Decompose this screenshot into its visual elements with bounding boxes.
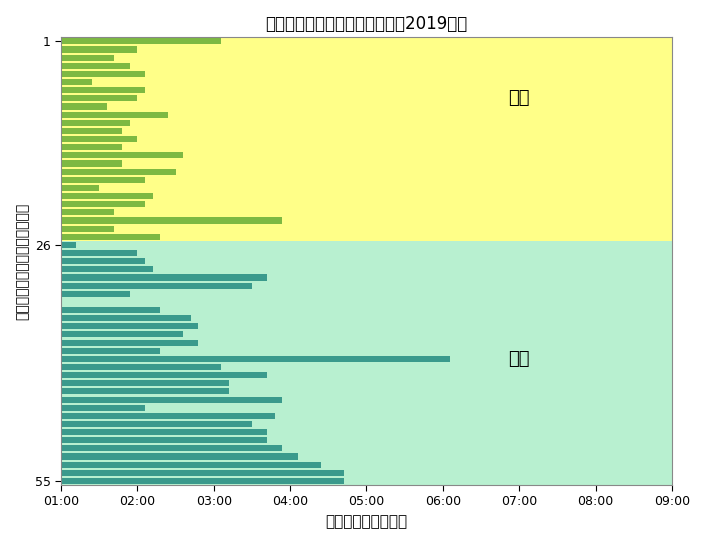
Bar bbox=[0, 54, 114, 61]
Bar bbox=[0, 79, 92, 85]
Bar bbox=[0, 266, 152, 273]
Title: 歌唱順とパフォーマンス時間（2019年）: 歌唱順とパフォーマンス時間（2019年） bbox=[265, 15, 467, 33]
Bar bbox=[0, 234, 160, 240]
Bar bbox=[0, 218, 283, 224]
Bar bbox=[0, 478, 343, 484]
Bar bbox=[0, 356, 450, 362]
Bar bbox=[0, 193, 152, 199]
Bar bbox=[0, 112, 168, 118]
Bar bbox=[0, 454, 298, 460]
Bar bbox=[0, 95, 137, 101]
Bar bbox=[0, 462, 321, 468]
Bar bbox=[61, 38, 672, 241]
Bar bbox=[0, 242, 76, 248]
Bar bbox=[0, 177, 145, 183]
Bar bbox=[0, 185, 99, 191]
Bar bbox=[0, 274, 267, 281]
Bar bbox=[0, 136, 137, 142]
Bar bbox=[0, 397, 283, 403]
Bar bbox=[0, 307, 160, 313]
X-axis label: パフォーマンス時間: パフォーマンス時間 bbox=[326, 514, 407, 529]
Bar bbox=[0, 364, 221, 370]
Bar bbox=[0, 128, 122, 134]
Bar bbox=[0, 446, 283, 452]
Bar bbox=[0, 339, 198, 345]
Bar bbox=[0, 87, 145, 93]
Bar bbox=[61, 241, 672, 485]
Bar bbox=[0, 388, 229, 394]
Bar bbox=[0, 421, 252, 427]
Bar bbox=[0, 152, 183, 158]
Bar bbox=[0, 209, 114, 215]
Bar bbox=[0, 169, 176, 175]
Bar bbox=[0, 429, 267, 435]
Bar bbox=[0, 323, 198, 329]
Bar bbox=[0, 413, 275, 419]
Bar bbox=[0, 290, 130, 297]
Bar bbox=[0, 437, 267, 443]
Y-axis label: 登場順（上がトップバッター）: 登場順（上がトップバッター） bbox=[15, 202, 29, 320]
Bar bbox=[0, 71, 145, 77]
Bar bbox=[0, 226, 114, 232]
Bar bbox=[0, 38, 221, 45]
Bar bbox=[0, 250, 137, 256]
Bar bbox=[0, 348, 160, 354]
Bar bbox=[0, 46, 137, 53]
Bar bbox=[0, 405, 145, 411]
Bar bbox=[0, 380, 229, 386]
Text: 前半: 前半 bbox=[508, 89, 530, 107]
Bar bbox=[0, 144, 122, 150]
Bar bbox=[0, 120, 130, 126]
Bar bbox=[0, 470, 343, 476]
Text: 後半: 後半 bbox=[508, 350, 530, 368]
Bar bbox=[0, 63, 130, 69]
Bar bbox=[0, 315, 191, 321]
Bar bbox=[0, 103, 106, 109]
Bar bbox=[0, 160, 122, 166]
Bar bbox=[0, 299, 61, 305]
Bar bbox=[0, 331, 183, 337]
Bar bbox=[0, 372, 267, 378]
Bar bbox=[0, 258, 145, 264]
Bar bbox=[0, 282, 252, 289]
Bar bbox=[0, 201, 145, 207]
